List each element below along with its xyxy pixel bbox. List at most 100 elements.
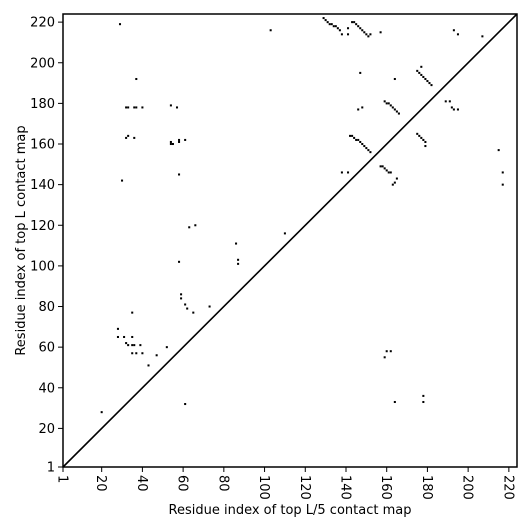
- contact-point-upper: [426, 80, 429, 83]
- contact-point-upper: [422, 75, 425, 78]
- contact-point-upper: [133, 106, 136, 109]
- contact-point-lower: [283, 232, 286, 235]
- contact-point-upper: [424, 140, 427, 143]
- contact-point-upper: [383, 167, 386, 170]
- contact-point-upper: [135, 106, 138, 109]
- plot-frame: [62, 13, 518, 468]
- y-tick-label: 80: [38, 300, 55, 315]
- x-tick-label: 20: [93, 475, 108, 492]
- contact-point-upper: [332, 25, 335, 28]
- contact-point-upper: [357, 108, 360, 111]
- contact-point-upper: [389, 171, 392, 174]
- contact-point-lower: [116, 335, 119, 339]
- contact-point-upper: [125, 136, 128, 139]
- contact-point-upper: [416, 69, 419, 72]
- contact-point-upper: [391, 106, 394, 109]
- contact-point-upper: [121, 179, 124, 182]
- contact-point-upper: [127, 134, 130, 137]
- contact-point-lower: [192, 311, 195, 314]
- contact-point-upper: [171, 142, 174, 146]
- contact-point-lower: [188, 226, 191, 229]
- contact-point-upper: [420, 73, 423, 76]
- contact-point-upper: [361, 106, 364, 109]
- contact-point-upper: [389, 104, 392, 107]
- y-tick-label: 1: [47, 461, 55, 476]
- contact-point-upper: [361, 142, 364, 146]
- contact-point-upper: [178, 138, 181, 141]
- contact-point-upper: [330, 23, 333, 26]
- x-tick-label: 60: [175, 475, 190, 492]
- y-tick-label: 140: [30, 178, 55, 193]
- x-tick-label: 160: [378, 475, 393, 500]
- contact-point-upper: [359, 71, 362, 74]
- contact-point-upper: [326, 21, 329, 24]
- y-tick-label: 100: [30, 259, 55, 274]
- contact-point-lower: [139, 344, 142, 347]
- diagonal-line: [62, 13, 518, 468]
- contact-point-upper: [359, 140, 362, 143]
- contact-point-upper: [347, 171, 350, 174]
- contact-point-upper: [340, 33, 343, 36]
- contact-point-upper: [363, 31, 366, 34]
- y-tick-label: 220: [30, 16, 55, 31]
- contact-point-upper: [416, 132, 419, 135]
- contact-point-lower: [131, 352, 134, 355]
- x-tick-label: 1: [55, 475, 70, 483]
- x-tick-label: 180: [419, 475, 434, 500]
- contact-point-upper: [355, 23, 358, 26]
- contact-point-upper: [418, 134, 421, 137]
- contact-point-upper: [365, 147, 368, 150]
- contact-point-lower: [497, 149, 500, 152]
- contact-point-upper: [169, 104, 172, 107]
- contact-point-upper: [369, 151, 372, 154]
- contact-point-upper: [127, 106, 130, 109]
- contact-point-lower: [178, 260, 181, 263]
- contact-point-upper: [420, 136, 423, 139]
- contact-point-upper: [391, 183, 394, 186]
- contact-point-upper: [125, 106, 128, 109]
- contact-point-upper: [361, 29, 364, 32]
- x-axis-title: Residue index of top L/5 contact map: [169, 503, 412, 518]
- contact-point-upper: [349, 134, 352, 137]
- contact-point-upper: [367, 149, 370, 152]
- contact-marks: [100, 17, 504, 414]
- contact-point-lower: [131, 311, 134, 314]
- contact-point-upper: [351, 21, 354, 24]
- contact-point-lower: [125, 342, 128, 345]
- contact-point-lower: [184, 303, 187, 306]
- contact-point-lower: [385, 350, 388, 353]
- x-tick-label: 80: [215, 475, 230, 492]
- contact-point-upper: [420, 65, 423, 68]
- x-tick-label: 40: [134, 475, 149, 492]
- contact-point-upper: [347, 27, 350, 30]
- contact-point-lower: [501, 171, 504, 174]
- contact-point-lower: [133, 344, 136, 347]
- contact-point-upper: [393, 77, 396, 81]
- contact-point-lower: [501, 183, 504, 186]
- contact-point-upper: [387, 171, 390, 174]
- contact-point-upper: [424, 77, 427, 81]
- y-tick-label: 180: [30, 97, 55, 112]
- contact-point-upper: [422, 138, 425, 141]
- x-tick-label: 100: [256, 475, 271, 500]
- y-tick-label: 120: [30, 219, 55, 234]
- contact-point-lower: [135, 352, 138, 355]
- contact-point-upper: [135, 77, 138, 81]
- contact-point-upper: [334, 25, 337, 28]
- contact-point-upper: [322, 17, 325, 20]
- contact-point-upper: [452, 29, 455, 32]
- contact-point-upper: [169, 140, 172, 143]
- y-axis-title: Residue index of top L contact map: [14, 125, 29, 355]
- contact-point-upper: [359, 27, 362, 30]
- contact-point-upper: [385, 102, 388, 105]
- contact-point-upper: [393, 181, 396, 184]
- contact-point-upper: [353, 136, 356, 139]
- contact-point-lower: [208, 305, 211, 308]
- contact-point-upper: [347, 33, 350, 36]
- contact-point-upper: [444, 100, 447, 103]
- contact-point-upper: [355, 138, 358, 141]
- contact-point-lower: [141, 352, 144, 355]
- contact-point-upper: [393, 108, 396, 111]
